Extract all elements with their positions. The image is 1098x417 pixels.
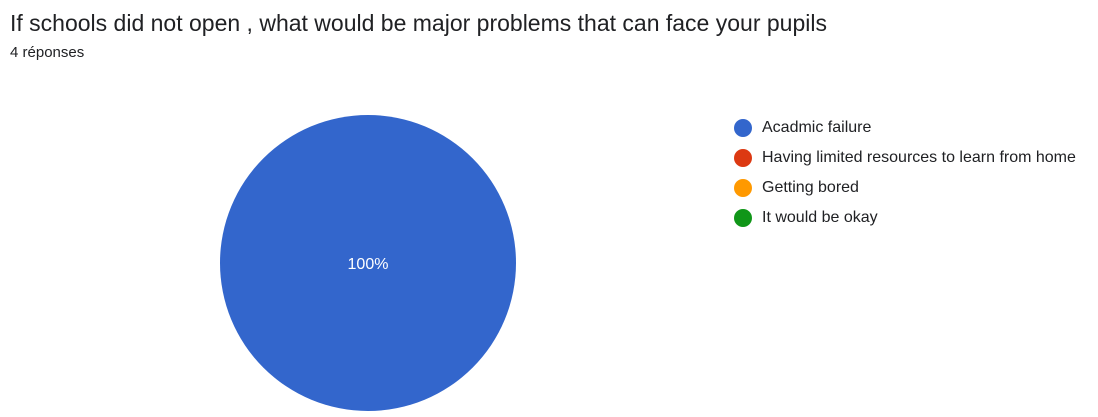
- legend-swatch-icon: [734, 119, 752, 137]
- legend-item[interactable]: Getting bored: [732, 175, 1092, 201]
- response-count: 4 réponses: [10, 44, 85, 61]
- legend-label: It would be okay: [762, 209, 878, 226]
- pie-slice[interactable]: [220, 115, 516, 411]
- legend-item[interactable]: It would be okay: [732, 205, 1092, 231]
- question-title: If schools did not open , what would be …: [10, 10, 827, 36]
- legend-item[interactable]: Having limited resources to learn from h…: [732, 145, 1092, 171]
- chart-legend: Acadmic failure Having limited resources …: [732, 115, 1092, 235]
- legend-label: Getting bored: [762, 179, 859, 196]
- legend-item[interactable]: Acadmic failure: [732, 115, 1092, 141]
- legend-label: Having limited resources to learn from h…: [762, 149, 1076, 166]
- pie-data-label: 100%: [348, 256, 389, 273]
- pie-labels: 100%: [348, 256, 389, 273]
- legend-swatch-icon: [734, 149, 752, 167]
- legend-label: Acadmic failure: [762, 119, 872, 136]
- legend-swatch-icon: [734, 209, 752, 227]
- legend-swatch-icon: [734, 179, 752, 197]
- pie-slices: [220, 115, 516, 411]
